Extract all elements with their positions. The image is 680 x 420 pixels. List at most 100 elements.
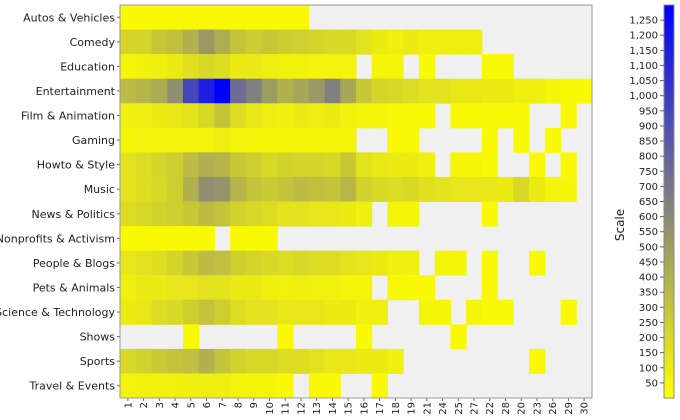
- heatmap-cell: [120, 275, 137, 301]
- heatmap-cell: [214, 54, 231, 80]
- heatmap-cell: [167, 29, 184, 55]
- heatmap-cell: [277, 373, 294, 399]
- heatmap-cell: [434, 299, 451, 325]
- heatmap-cell: [277, 54, 294, 80]
- heatmap-cell: [230, 54, 247, 80]
- heatmap-cell: [466, 152, 483, 178]
- heatmap-cell: [356, 103, 373, 129]
- heatmap-cell: [293, 152, 310, 178]
- heatmap-cell: [356, 176, 373, 202]
- heatmap-cell: [120, 373, 137, 399]
- heatmap-cell: [135, 54, 152, 80]
- heatmap-cell: [293, 78, 310, 104]
- heatmap-cell: [324, 54, 341, 80]
- heatmap-cell: [371, 250, 388, 276]
- heatmap-cell: [135, 275, 152, 301]
- heatmap-cell: [214, 127, 231, 153]
- heatmap-cell: [214, 348, 231, 374]
- heatmap-cell: [151, 250, 168, 276]
- heatmap-cell: [151, 54, 168, 80]
- heatmap-cell: [371, 299, 388, 325]
- heatmap-cell: [277, 5, 294, 31]
- heatmap-cell: [182, 103, 200, 129]
- row-label: Nonprofits & Activism: [0, 232, 115, 245]
- column-label: 4: [171, 402, 182, 408]
- heatmap-cell: [182, 275, 200, 301]
- heatmap-cell: [418, 54, 436, 80]
- heatmap-cell: [182, 5, 200, 31]
- heatmap-cell: [450, 250, 467, 276]
- column-label: 11: [281, 402, 292, 415]
- heatmap-cell: [340, 176, 357, 202]
- heatmap-cell: [529, 176, 546, 202]
- heatmap-cell: [230, 226, 247, 252]
- heatmap-cell: [198, 127, 215, 153]
- heatmap-cell: [135, 176, 152, 202]
- heatmap-cell: [403, 201, 420, 227]
- heatmap-cell: [198, 250, 215, 276]
- column-label: 7: [218, 402, 229, 408]
- heatmap-cell: [230, 299, 247, 325]
- heatmap-cell: [418, 275, 436, 301]
- row-label: Sports: [80, 355, 116, 368]
- heatmap-cell: [198, 299, 215, 325]
- heatmap-cell: [340, 250, 357, 276]
- plot-frame: [119, 4, 593, 399]
- heatmap-cell: [230, 78, 247, 104]
- heatmap-cell: [529, 348, 546, 374]
- heatmap-cell: [245, 348, 263, 374]
- heatmap-cell: [418, 103, 436, 129]
- heatmap-cell: [120, 348, 137, 374]
- heatmap-cell: [182, 324, 200, 350]
- row-label: Film & Animation: [21, 110, 115, 123]
- heatmap-cell: [151, 299, 168, 325]
- heatmap-cell: [182, 250, 200, 276]
- scale-tick-label: 450: [639, 257, 658, 268]
- heatmap-cell: [403, 78, 420, 104]
- heatmap-cell: [356, 275, 373, 301]
- heatmap-cell: [182, 176, 200, 202]
- heatmap-cell: [513, 127, 530, 153]
- heatmap-cell: [418, 176, 436, 202]
- heatmap-cell: [230, 176, 247, 202]
- row-label: Howto & Style: [37, 159, 115, 172]
- heatmap-cell: [198, 152, 215, 178]
- heatmap-cell: [340, 103, 357, 129]
- heatmap-cell: [560, 78, 577, 104]
- heatmap-cell: [340, 78, 357, 104]
- column-label: 30: [580, 402, 591, 415]
- heatmap-cell: [230, 5, 247, 31]
- heatmap-cell: [245, 29, 263, 55]
- heatmap-cell: [481, 201, 499, 227]
- heatmap-cell: [135, 299, 152, 325]
- heatmap-cell: [230, 373, 247, 399]
- heatmap-cell: [387, 54, 404, 80]
- heatmap-cell: [293, 348, 310, 374]
- heatmap-cell: [544, 78, 562, 104]
- heatmap-cell: [135, 127, 152, 153]
- heatmap-cell: [356, 299, 373, 325]
- heatmap-cell: [308, 250, 326, 276]
- heatmap-cell: [340, 275, 357, 301]
- heatmap-cell: [481, 152, 499, 178]
- heatmap-cell: [529, 250, 546, 276]
- heatmap-cell: [308, 176, 326, 202]
- heatmap-cell: [245, 5, 263, 31]
- heatmap-cell: [403, 103, 420, 129]
- heatmap-cell: [403, 275, 420, 301]
- heatmap-cell: [308, 29, 326, 55]
- scale-tick-label: 1,200: [629, 31, 658, 42]
- heatmap-cell: [151, 348, 168, 374]
- heatmap-cell: [214, 176, 231, 202]
- heatmap-cell: [293, 29, 310, 55]
- heatmap-cell: [560, 103, 577, 129]
- heatmap-cell: [450, 324, 467, 350]
- heatmap-cell: [151, 226, 168, 252]
- heatmap-cell: [135, 152, 152, 178]
- heatmap-cell: [544, 176, 562, 202]
- heatmap-cell: [277, 152, 294, 178]
- heatmap-cell: [245, 54, 263, 80]
- heatmap-cell: [167, 373, 184, 399]
- heatmap-cell: [481, 250, 499, 276]
- heatmap-cell: [324, 250, 341, 276]
